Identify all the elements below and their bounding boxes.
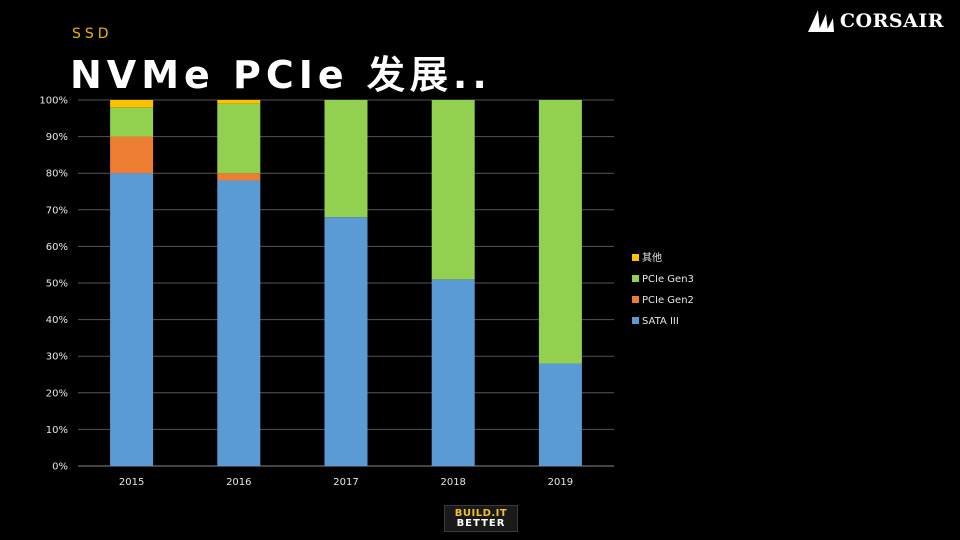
x-tick-label: 2016	[226, 477, 251, 488]
bar-segment	[110, 100, 154, 108]
bar-segment	[431, 279, 475, 466]
legend-label: PCIe Gen2	[642, 295, 694, 306]
legend-swatch	[632, 296, 639, 303]
x-tick-label: 2018	[440, 477, 465, 488]
bar-segment	[110, 136, 154, 174]
sails-icon	[807, 10, 834, 32]
bar-segment	[217, 103, 261, 174]
y-tick-label: 60%	[46, 242, 68, 253]
bar-segment	[110, 107, 154, 137]
y-tick-label: 90%	[46, 132, 68, 143]
y-tick-label: 70%	[46, 205, 68, 216]
y-tick-label: 0%	[52, 462, 68, 473]
slide-subtitle: SSD	[72, 26, 113, 42]
y-tick-label: 100%	[39, 96, 68, 107]
badge-line-2: BETTER	[456, 517, 506, 529]
slide-title: NVMe PCIe 发展..	[70, 53, 492, 97]
bar-segment	[217, 100, 261, 104]
legend-label: SATA III	[642, 316, 679, 327]
bar-segment	[324, 217, 368, 466]
legend-swatch	[632, 317, 639, 324]
logo-text: CORSAIR	[839, 10, 944, 32]
bar-segment	[110, 173, 154, 466]
y-tick-label: 80%	[46, 169, 68, 180]
corsair-logo: CORSAIR	[806, 8, 944, 34]
x-tick-label: 2019	[548, 477, 573, 488]
badge-line-1: BUILD.IT	[454, 507, 508, 519]
x-tick-label: 2015	[119, 477, 144, 488]
legend-swatch	[632, 254, 639, 261]
bar-segment	[217, 180, 261, 466]
y-tick-label: 10%	[46, 425, 68, 436]
y-tick-label: 50%	[46, 279, 68, 290]
legend-label: PCIe Gen3	[642, 274, 694, 285]
x-tick-label: 2017	[333, 477, 358, 488]
y-tick-label: 40%	[46, 315, 68, 326]
legend-swatch	[632, 275, 639, 282]
bar-segment	[217, 173, 261, 181]
bar-segment	[538, 363, 582, 466]
bar-segment	[431, 100, 475, 280]
build-it-better-badge: BUILD.IT BETTER	[444, 505, 518, 532]
y-tick-label: 30%	[46, 352, 68, 363]
bar-segment	[324, 100, 368, 218]
y-tick-label: 20%	[46, 388, 68, 399]
bar-segment	[538, 100, 582, 364]
legend-label: 其他	[642, 251, 662, 264]
